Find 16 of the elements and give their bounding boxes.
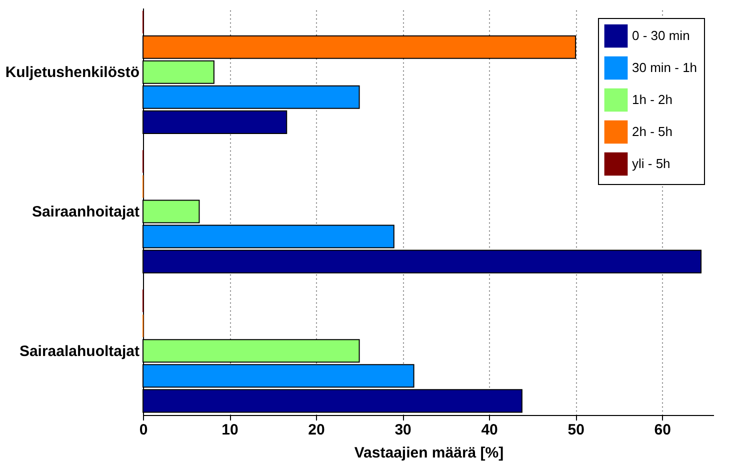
legend-label: 0 - 30 min: [632, 28, 690, 43]
legend-label: 30 min - 1h: [632, 60, 698, 75]
y-tick-label: Sairaalahuoltajat: [19, 342, 140, 360]
x-tick-label: 20: [308, 422, 325, 438]
x-tick-label: 40: [481, 422, 498, 438]
x-tick-label: 0: [139, 422, 148, 438]
y-tick-label: Kuljetushenkilöstö: [5, 64, 140, 82]
x-tick-label: 30: [394, 422, 412, 438]
legend-label: 1h - 2h: [632, 92, 672, 107]
y-tick-label: Sairaanhoitajat: [32, 204, 140, 220]
x-tick-label: 60: [654, 422, 671, 438]
x-axis-title: Vastaajien määrä [%]: [354, 444, 504, 462]
legend-label: yli - 5h: [632, 156, 670, 171]
x-tick-label: 50: [568, 422, 584, 438]
x-tick-label: 10: [222, 422, 238, 438]
legend-label: 2h - 5h: [632, 124, 672, 139]
